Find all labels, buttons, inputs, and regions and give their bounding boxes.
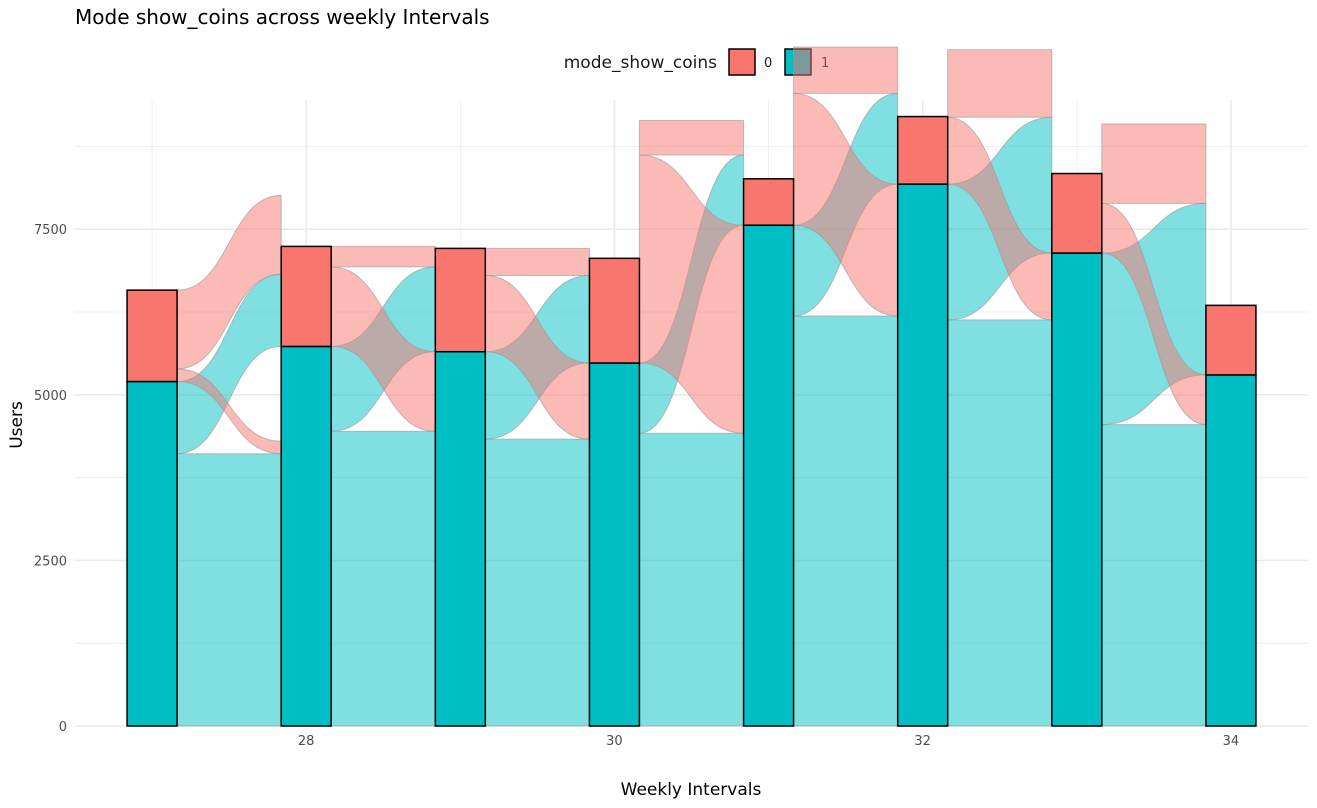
bar-segment-0 — [280, 245, 332, 348]
bar-segment-0 — [588, 257, 641, 364]
flow-1-to-1 — [793, 315, 899, 727]
bar-segment-0 — [1205, 304, 1257, 376]
bar-segment-1 — [1051, 252, 1103, 727]
y-axis-title: Users — [7, 401, 27, 449]
x-tick-label: 28 — [298, 734, 315, 749]
bar-segment-0 — [126, 289, 178, 383]
flow-1-to-1 — [330, 430, 436, 727]
x-tick-label: 30 — [606, 734, 623, 749]
flow-0-to-0 — [638, 120, 745, 156]
bar-segment-1 — [280, 345, 332, 727]
bar-segment-0 — [434, 247, 487, 353]
y-tick-label: 0 — [59, 720, 67, 735]
flow-1-to-1 — [947, 319, 1053, 727]
legend: mode_show_coins 0 1 — [564, 48, 829, 76]
bar-segment-1 — [588, 362, 641, 727]
x-axis-title: Weekly Intervals — [621, 780, 762, 800]
flow-0-to-0 — [484, 247, 590, 277]
bar-segment-0 — [1051, 172, 1103, 254]
legend-key-0 — [728, 48, 756, 76]
x-tick-label: 34 — [1223, 734, 1240, 749]
legend-label-0: 0 — [764, 56, 772, 71]
flow-ribbons — [176, 46, 1207, 727]
bar-segment-1 — [126, 380, 178, 727]
flow-0-to-0 — [330, 245, 436, 268]
x-axis-ticks: 28 30 32 34 — [298, 734, 1239, 749]
x-tick-label: 32 — [914, 734, 931, 749]
flow-1-to-1 — [484, 438, 590, 727]
y-tick-label: 5000 — [34, 389, 67, 404]
flow-1-to-1 — [1101, 424, 1207, 727]
bar-segment-0 — [896, 115, 949, 185]
bar-segment-1 — [896, 183, 949, 727]
flow-0-to-0 — [947, 49, 1053, 118]
bar-segment-1 — [742, 224, 795, 727]
bar-segment-1 — [1205, 374, 1257, 727]
flow-0-to-0 — [793, 46, 899, 94]
legend-title: mode_show_coins — [564, 53, 717, 73]
flow-1-to-1 — [176, 453, 282, 727]
bar-segment-1 — [434, 350, 487, 727]
y-axis-ticks: 0 2500 5000 7500 — [34, 223, 67, 735]
y-tick-label: 2500 — [34, 554, 67, 569]
flow-0-to-0 — [1101, 123, 1207, 204]
stacked-bars — [126, 115, 1257, 727]
y-tick-label: 7500 — [34, 223, 67, 238]
flow-1-to-1 — [638, 432, 745, 727]
bar-segment-0 — [742, 178, 795, 226]
chart-title: Mode show_coins across weekly Intervals — [75, 5, 490, 29]
